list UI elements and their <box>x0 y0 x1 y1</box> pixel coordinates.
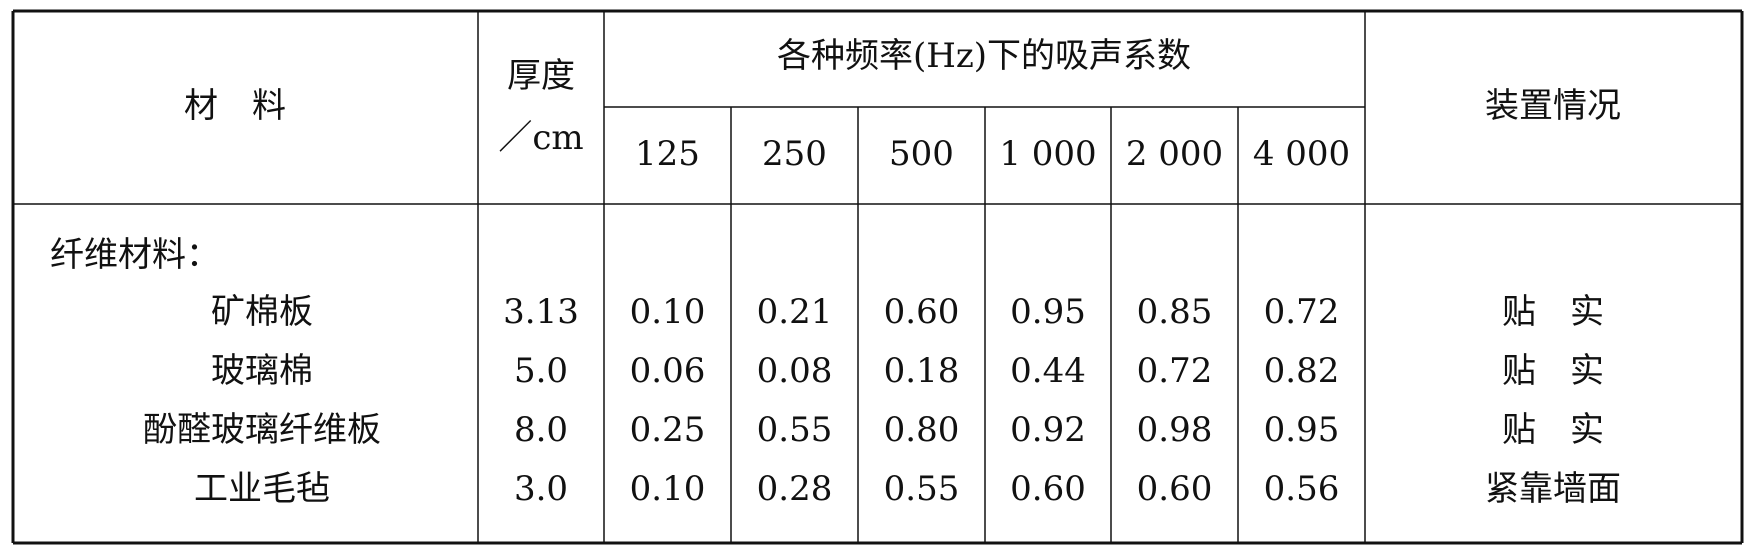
header-frequency: 4 000 <box>1253 134 1350 174</box>
material: 工业毛毡 <box>194 469 330 509</box>
coefficient: 0.10 <box>630 469 706 509</box>
thickness: 8.0 <box>514 410 568 450</box>
installation: 贴 实 <box>1502 351 1604 391</box>
header-installation: 装置情况 <box>1485 86 1621 126</box>
coefficient: 0.06 <box>630 351 706 391</box>
coefficient: 0.82 <box>1264 351 1340 391</box>
coefficient: 0.72 <box>1264 292 1340 332</box>
coefficient: 0.55 <box>757 410 833 450</box>
coefficient: 0.72 <box>1137 351 1213 391</box>
coefficient: 0.55 <box>884 469 960 509</box>
header-thickness-unit: ／cm <box>498 118 583 158</box>
header-frequency: 2 000 <box>1126 134 1223 174</box>
coefficient: 0.92 <box>1010 410 1086 450</box>
thickness: 3.0 <box>514 469 568 509</box>
coefficient: 0.44 <box>1010 351 1086 391</box>
installation: 贴 实 <box>1502 410 1604 450</box>
coefficient: 0.25 <box>630 410 706 450</box>
coefficient: 0.18 <box>884 351 960 391</box>
header-thickness: 厚度 <box>507 56 575 96</box>
coefficient: 0.60 <box>1137 469 1213 509</box>
thickness: 3.13 <box>503 292 579 332</box>
coefficient: 0.95 <box>1264 410 1340 450</box>
coefficient: 0.80 <box>884 410 960 450</box>
coefficient: 0.28 <box>757 469 833 509</box>
coefficient: 0.85 <box>1137 292 1213 332</box>
header-frequency: 500 <box>889 134 954 174</box>
coefficient: 0.60 <box>1010 469 1086 509</box>
coefficient: 0.60 <box>884 292 960 332</box>
coefficient: 0.10 <box>630 292 706 332</box>
material: 酚醛玻璃纤维板 <box>143 410 381 450</box>
header-material: 材 料 <box>184 86 286 126</box>
installation: 贴 实 <box>1502 292 1604 332</box>
header-frequency: 250 <box>762 134 827 174</box>
coefficient: 0.21 <box>757 292 833 332</box>
coefficient: 0.95 <box>1010 292 1086 332</box>
header-frequency-group: 各种频率(Hz)下的吸声系数 <box>777 36 1191 76</box>
coefficient: 0.56 <box>1264 469 1340 509</box>
installation: 紧靠墙面 <box>1485 469 1621 509</box>
coefficient: 0.98 <box>1137 410 1213 450</box>
material: 玻璃棉 <box>211 351 313 391</box>
header-frequency: 1 000 <box>999 134 1096 174</box>
material: 矿棉板 <box>211 292 313 332</box>
group-label: 纤维材料： <box>50 235 220 275</box>
thickness: 5.0 <box>514 351 568 391</box>
header-frequency: 125 <box>635 134 700 174</box>
coefficient: 0.08 <box>757 351 833 391</box>
